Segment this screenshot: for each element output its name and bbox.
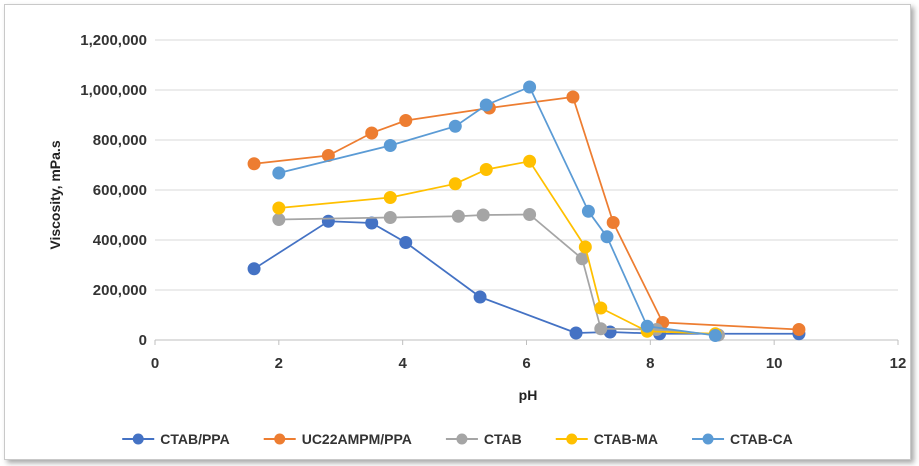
data-point [247, 262, 261, 276]
legend-label: CTAB [484, 431, 522, 447]
data-point [600, 230, 614, 244]
legend-marker [456, 433, 468, 445]
data-point [365, 216, 379, 230]
series-ctab-ppa [247, 214, 806, 341]
legend-label: CTAB-MA [594, 431, 658, 447]
data-point [365, 126, 379, 140]
chart-frame [4, 4, 911, 460]
data-point [566, 90, 580, 104]
x-tick-label: 6 [522, 355, 530, 372]
y-tick-label: 200,000 [93, 282, 147, 299]
data-point [272, 213, 286, 226]
x-axis-title: pH [519, 387, 538, 403]
x-tick-label: 4 [398, 355, 407, 372]
data-point [399, 114, 413, 127]
y-tick-label: 800,000 [93, 132, 147, 149]
series-ctab-ma [272, 154, 722, 341]
data-point [476, 208, 490, 222]
legend-item: CTAB/PPA [122, 431, 230, 447]
data-point [581, 204, 595, 218]
y-tick-label: 1,000,000 [80, 82, 147, 99]
series-line [278, 213, 719, 336]
legend-label: CTAB/PPA [160, 431, 229, 447]
data-point [523, 154, 537, 168]
data-point [448, 119, 462, 133]
series-line [253, 220, 799, 335]
data-point [578, 240, 592, 254]
data-point [321, 214, 335, 228]
x-tick-label: 12 [890, 355, 907, 372]
y-axis-title: Viscosity, mPa.s [47, 140, 63, 249]
data-point [272, 201, 286, 215]
y-tick-label: 600,000 [93, 182, 147, 199]
data-point [523, 80, 537, 94]
data-point [594, 322, 608, 336]
data-point [383, 191, 397, 204]
series-layer [247, 80, 806, 342]
data-point [523, 208, 537, 221]
legend-label: UC22AMPM/PPA [302, 431, 412, 447]
series-ctab [272, 208, 725, 342]
series-line [278, 160, 716, 335]
legend-label: CTAB-CA [730, 431, 793, 447]
data-point [448, 177, 462, 191]
data-point [451, 209, 465, 223]
y-tick-label: 1,200,000 [80, 32, 147, 49]
x-tick-label: 0 [151, 355, 159, 372]
legend-marker [274, 433, 286, 445]
data-point [383, 211, 397, 224]
data-point [247, 157, 261, 171]
legend-item: CTAB-CA [692, 431, 793, 447]
data-point [272, 166, 286, 180]
data-point [479, 163, 493, 176]
data-point [640, 319, 654, 333]
legend: CTAB/PPA UC22AMPM/PPA CTAB CTAB-MA CTAB-CA [122, 431, 793, 447]
legend-item: CTAB-MA [555, 431, 658, 447]
legend-item: UC22AMPM/PPA [263, 431, 412, 447]
data-point [383, 139, 397, 152]
data-point [606, 216, 620, 229]
data-point [569, 326, 583, 340]
legend-marker [132, 433, 144, 445]
y-tick-labels: 0 200,000 400,000 600,000 800,000 1,000,000 1,… [80, 32, 147, 349]
y-tick-label: 400,000 [93, 232, 147, 249]
data-point [479, 98, 493, 112]
legend-item: CTAB [445, 431, 522, 447]
legend-marker [702, 433, 714, 445]
x-tick-label: 2 [275, 355, 283, 372]
x-tick-label: 10 [766, 355, 783, 372]
series-ctab-ca [272, 80, 722, 342]
legend-marker [566, 433, 578, 445]
data-point [473, 290, 487, 304]
x-tick-labels: 0 2 4 6 8 10 12 [151, 355, 907, 372]
data-point [594, 301, 608, 315]
data-point [708, 329, 722, 342]
data-point [792, 323, 806, 336]
x-tick-label: 8 [646, 355, 654, 372]
axes [154, 339, 899, 345]
data-point [399, 236, 413, 249]
y-tick-label: 0 [139, 332, 147, 349]
